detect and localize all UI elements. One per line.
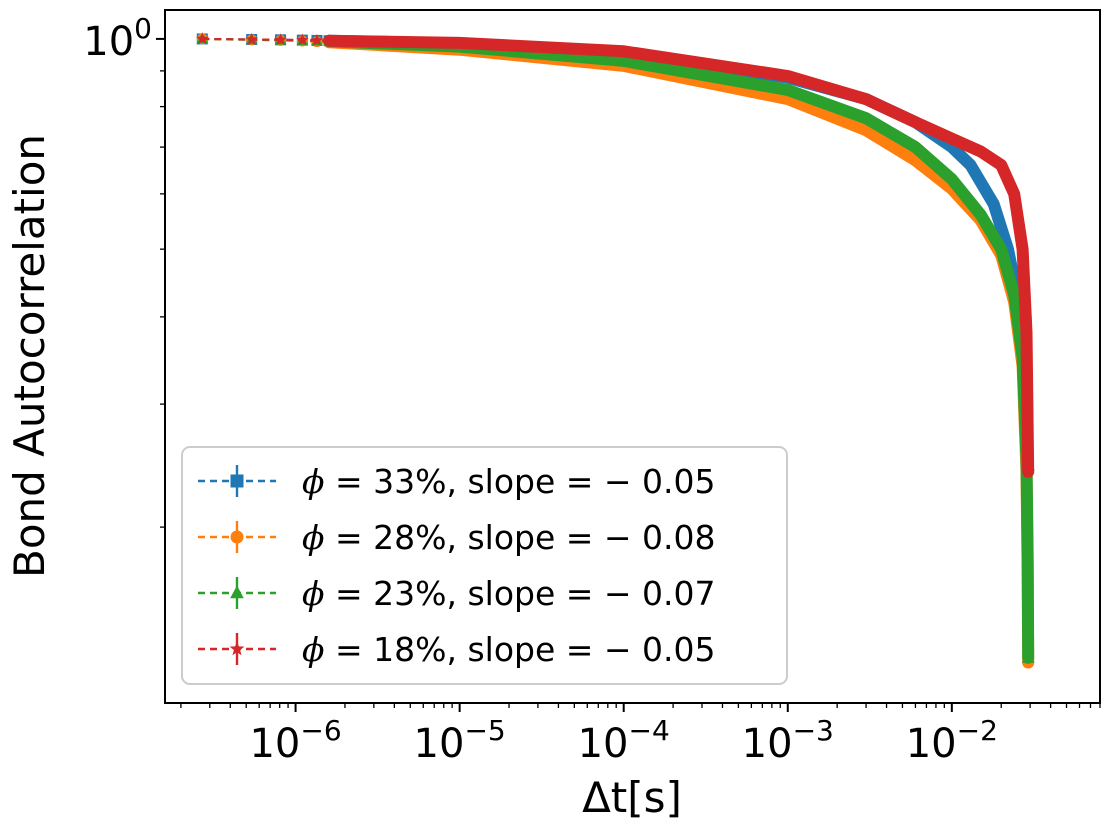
x-tick-label: 10−4 xyxy=(578,714,670,767)
x-tick-label: 10−6 xyxy=(249,714,341,767)
x-tick-label: 10−5 xyxy=(414,714,506,767)
legend-entries: ϕ = 33%, slope = − 0.05 ϕ = 28%, slope = … xyxy=(198,462,716,669)
legend-marker xyxy=(230,530,244,544)
legend-entry: ϕ = 28%, slope = − 0.08 xyxy=(198,518,716,557)
x-axis-label: Δt[s] xyxy=(582,773,682,822)
legend-entry: ϕ = 23%, slope = − 0.07 xyxy=(198,574,716,613)
y-axis-label: Bond Autocorrelation xyxy=(5,134,54,578)
legend: ϕ = 33%, slope = − 0.05 ϕ = 28%, slope = … xyxy=(181,446,788,685)
x-tick-label: 10−2 xyxy=(906,714,998,767)
tick-layer: 10−6 10−5 10−4 10−3 10−2 100 xyxy=(83,12,1101,767)
data-point-end xyxy=(1021,464,1036,478)
data-point-marker xyxy=(296,33,309,46)
legend-entry: ϕ = 18%, slope = − 0.05 xyxy=(198,630,716,669)
legend-box xyxy=(181,446,788,685)
data-point-marker xyxy=(310,33,324,46)
data-point-marker xyxy=(322,34,336,47)
legend-marker xyxy=(229,641,245,656)
data-point-marker xyxy=(196,32,209,45)
legend-marker xyxy=(230,474,244,488)
plot-frame xyxy=(164,9,1101,704)
legend-marker xyxy=(230,585,244,599)
data-point-end xyxy=(1021,650,1035,663)
legend-entry: ϕ = 33%, slope = − 0.05 xyxy=(198,462,716,501)
legend-label: ϕ = 23%, slope = − 0.07 xyxy=(302,574,716,613)
y-tick-label: 100 xyxy=(83,12,152,65)
legend-label: ϕ = 33%, slope = − 0.05 xyxy=(302,462,716,501)
legend-label: ϕ = 28%, slope = − 0.08 xyxy=(302,518,716,557)
x-tick-label: 10−3 xyxy=(742,714,834,767)
data-point-marker xyxy=(245,32,258,45)
data-point-marker xyxy=(274,33,287,46)
series-layer xyxy=(196,32,1036,669)
series-star xyxy=(196,32,1036,478)
legend-label: ϕ = 18%, slope = − 0.05 xyxy=(302,630,716,669)
